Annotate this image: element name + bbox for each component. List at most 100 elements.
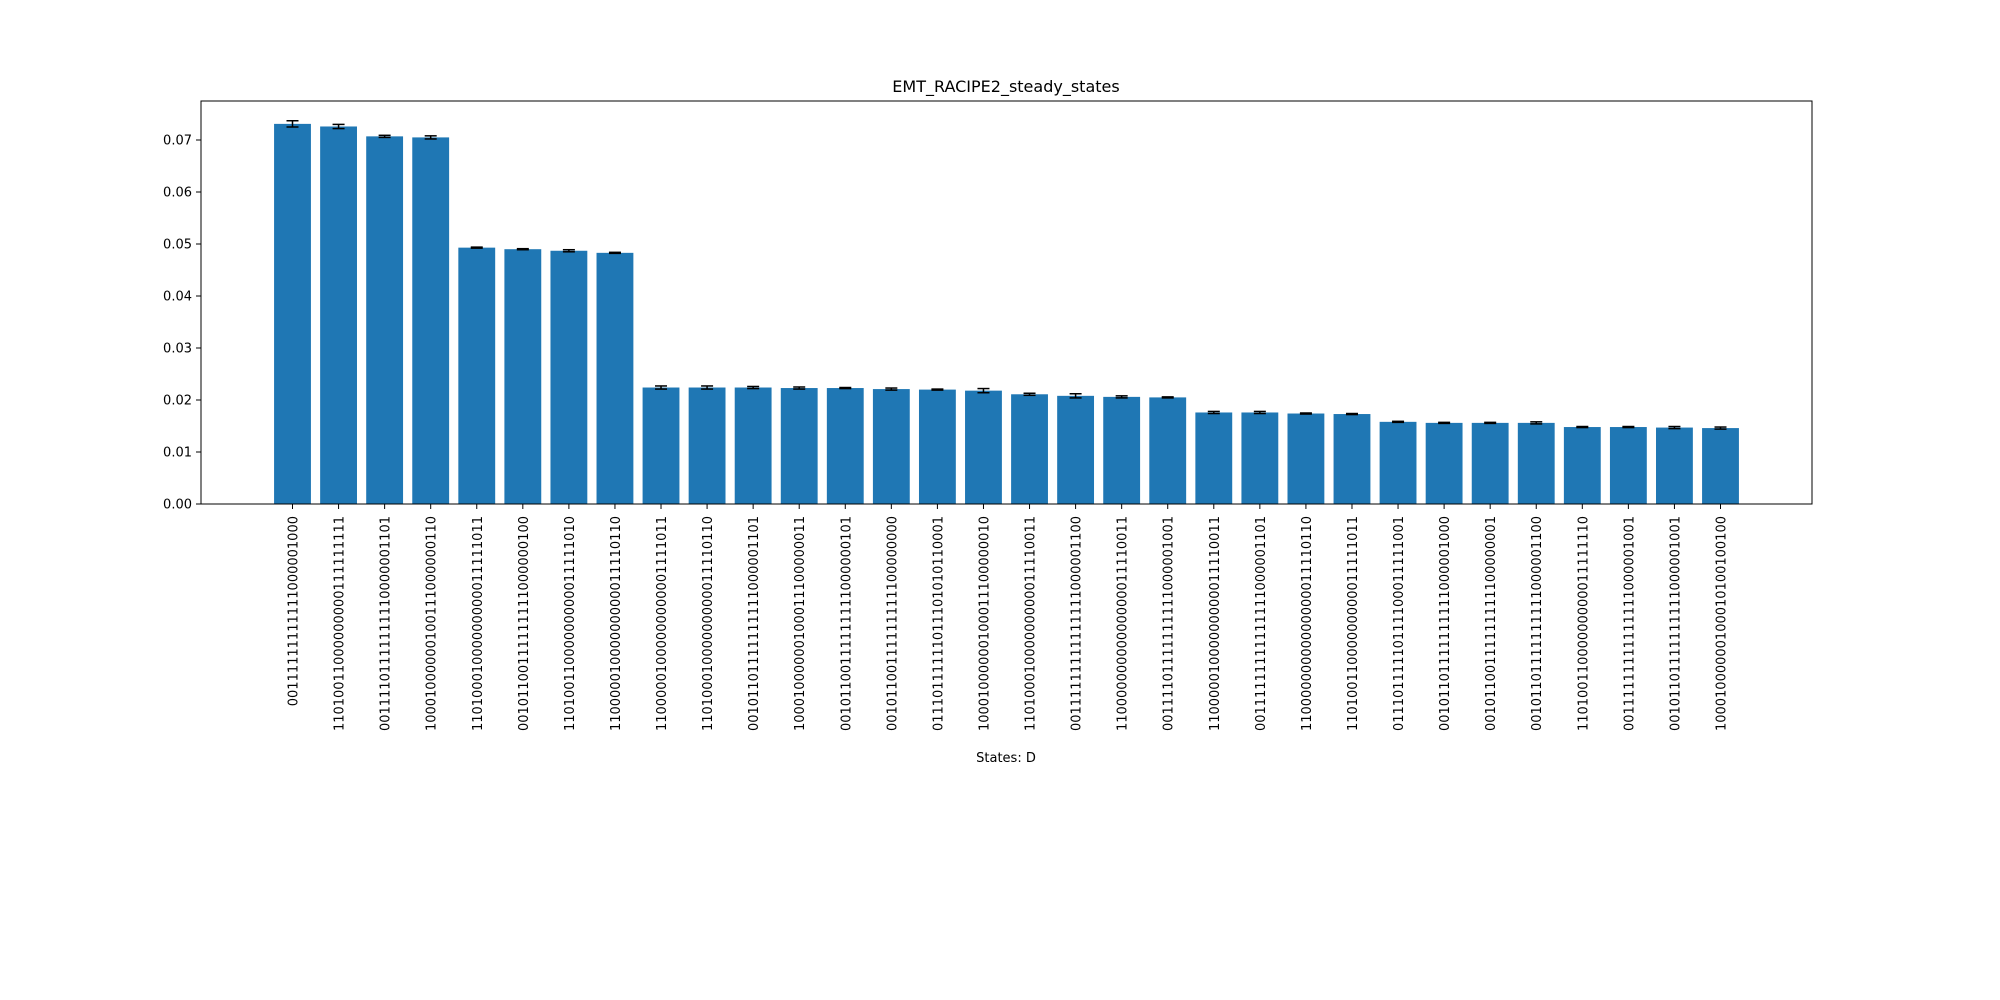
- error-bar: [1069, 393, 1082, 399]
- x-tick-label: 00111111111111111000001101: [1254, 516, 1269, 731]
- bar: [1333, 414, 1371, 504]
- bar: [1379, 421, 1417, 504]
- x-tick-label: 11010011000000000011111110: [1576, 516, 1591, 731]
- x-tick-label: 00101101111111111000001101: [747, 516, 762, 731]
- x-tick-label: 10001000000100111000000110: [425, 516, 440, 731]
- x-tick-label: 00101101111111111000001100: [1530, 516, 1545, 731]
- y-tick-label: 0.00: [163, 498, 192, 513]
- x-tick-label: 10001000000100011100000010: [977, 516, 992, 731]
- plot-frame: [200, 100, 1813, 505]
- bar: [872, 389, 910, 504]
- y-tick-label: 0.06: [163, 186, 192, 201]
- bars: [274, 123, 1739, 505]
- bar: [412, 137, 450, 504]
- x-tick-label: 10001000000100010100100100: [1715, 516, 1730, 731]
- error-bar: [839, 386, 852, 390]
- x-tick-label: 11010001000000000011110110: [701, 516, 716, 731]
- error-bar: [470, 246, 483, 249]
- bar: [1195, 412, 1233, 504]
- x-tick-label: 11010001000000000011110011: [1024, 516, 1039, 731]
- x-tick-label: 10001000000100011100000011: [793, 516, 808, 731]
- x-tick-label: 00101100111111111000000100: [517, 516, 532, 731]
- bar: [1149, 397, 1187, 504]
- chart-title: EMT_RACIPE2_steady_states: [892, 77, 1119, 97]
- error-bar: [1023, 392, 1036, 397]
- error-bar: [1484, 421, 1497, 425]
- error-bar: [608, 251, 621, 255]
- x-tick-label: 00111101111111110000001101: [379, 516, 394, 731]
- error-bar: [516, 247, 529, 251]
- error-bar: [1530, 421, 1543, 425]
- error-bar: [1668, 425, 1681, 430]
- bar: [965, 390, 1002, 504]
- bar: [780, 388, 818, 504]
- error-bar: [977, 387, 990, 394]
- error-bars: [286, 120, 1727, 430]
- bar: [550, 250, 588, 504]
- x-tick-label: 11010011000000000111111111: [333, 516, 348, 731]
- error-bar: [562, 248, 575, 253]
- x-tick-label: 11000000000000000011110011: [1116, 516, 1131, 731]
- bar: [734, 387, 772, 504]
- error-bar: [885, 387, 898, 391]
- x-tick-label: 00111111111111000001000: [287, 516, 302, 706]
- error-bar: [1438, 421, 1451, 425]
- x-tick-label: 01110111110111100011111001: [1392, 516, 1407, 731]
- x-tick-label: 11000001000000000011110011: [1208, 516, 1223, 731]
- error-bar: [1714, 426, 1727, 430]
- x-tick-label: 11010011000000000011111010: [563, 516, 578, 731]
- x-tick-label: 00101100111111111100000001: [1484, 516, 1499, 731]
- bar: [1103, 396, 1141, 504]
- bar: [1287, 413, 1325, 504]
- error-bar: [286, 120, 299, 128]
- x-tick-label: 11000001000000000001111011: [655, 516, 670, 731]
- y-tick-label: 0.05: [163, 238, 192, 253]
- x-tick-label: 00111111111111111000001001: [1622, 516, 1637, 731]
- x-tick-label: 11000000000000000011110110: [1300, 516, 1315, 731]
- bar: [1057, 395, 1095, 504]
- bar: [1656, 427, 1693, 504]
- error-bar: [1299, 412, 1312, 415]
- error-bar: [1345, 412, 1358, 416]
- y-tick-label: 0.02: [163, 394, 192, 409]
- x-tick-label: 00111111111111111000001100: [1070, 516, 1085, 731]
- error-bar: [424, 135, 437, 140]
- bar: [1011, 394, 1048, 504]
- x-tick-label: 01110111111011101010110001: [931, 516, 946, 731]
- bar: [366, 136, 404, 505]
- bar: [458, 247, 496, 504]
- error-bar: [378, 134, 391, 139]
- error-bar: [1207, 410, 1220, 415]
- x-tick-label: 00101100111111111000000101: [839, 516, 854, 731]
- x-tick-label: 00101101111111111000001000: [1438, 516, 1453, 731]
- bar: [274, 123, 311, 504]
- bar: [320, 126, 357, 504]
- error-bar: [332, 123, 345, 130]
- y-tick-label: 0.04: [163, 290, 192, 305]
- y-axis: 0.00 0.01 0.02 0.03 0.04 0.05 0.06 0.07: [163, 134, 201, 513]
- bar: [504, 249, 542, 504]
- error-bar: [701, 385, 714, 390]
- bar: [1471, 422, 1509, 504]
- y-tick-label: 0.03: [163, 342, 192, 357]
- bar: [918, 389, 956, 504]
- x-axis: 00111111111111000001000 11010011000000000…: [287, 504, 1730, 731]
- bar: [1241, 412, 1279, 504]
- y-tick-label: 0.07: [163, 134, 192, 149]
- x-axis-label: States: D: [976, 751, 1036, 766]
- y-tick-label: 0.01: [163, 446, 192, 461]
- error-bar: [1253, 410, 1266, 415]
- error-bar: [747, 385, 760, 390]
- x-tick-label: 11010001000000000011111011: [471, 516, 486, 731]
- x-tick-label: 11000001000000000011110110: [609, 516, 624, 731]
- bar: [826, 388, 864, 504]
- x-tick-label: 00111101111111111000001001: [1162, 516, 1177, 731]
- bar: [1425, 422, 1463, 504]
- error-bar: [793, 386, 806, 390]
- bar: [642, 387, 680, 504]
- bar: [1517, 422, 1555, 504]
- bar: [1702, 428, 1739, 504]
- error-bar: [655, 385, 668, 390]
- x-tick-label: 00101101111111111000001001: [1668, 516, 1683, 731]
